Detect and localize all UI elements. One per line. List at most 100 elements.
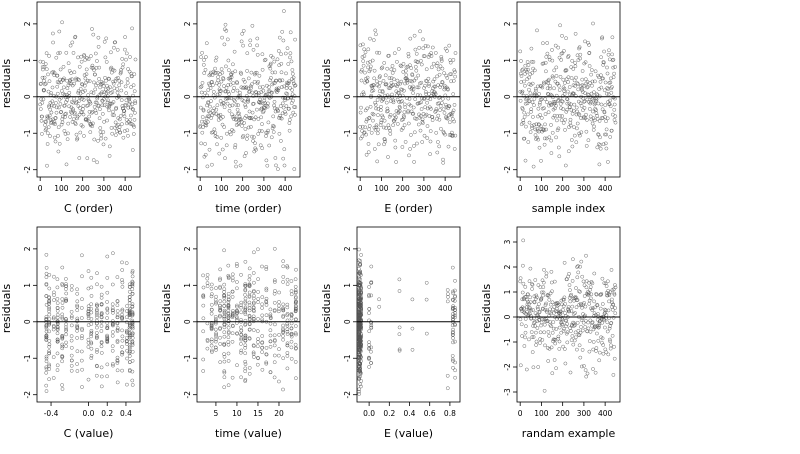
data-point xyxy=(591,340,596,344)
data-point xyxy=(246,99,250,104)
data-point xyxy=(399,79,404,84)
data-point xyxy=(74,132,79,137)
data-point xyxy=(272,291,277,296)
data-point xyxy=(76,90,81,95)
data-point xyxy=(551,115,556,120)
data-point xyxy=(611,75,616,80)
data-point xyxy=(566,149,571,154)
data-point xyxy=(453,74,457,79)
data-point xyxy=(226,83,231,87)
data-point xyxy=(217,151,222,156)
data-point xyxy=(559,298,564,303)
data-point xyxy=(537,310,542,315)
data-point xyxy=(226,383,231,388)
data-point xyxy=(451,340,455,345)
data-point xyxy=(205,346,210,351)
data-point xyxy=(60,301,65,305)
data-point xyxy=(556,334,561,339)
data-point xyxy=(120,317,124,321)
data-point xyxy=(378,123,383,127)
data-point xyxy=(370,58,375,63)
data-point xyxy=(277,115,281,120)
data-point xyxy=(534,330,538,335)
data-point xyxy=(79,336,84,341)
data-point xyxy=(268,328,273,333)
data-point xyxy=(100,112,105,116)
data-point xyxy=(129,113,133,118)
data-point xyxy=(611,373,616,377)
data-point xyxy=(50,85,55,90)
data-point xyxy=(55,73,59,78)
data-point xyxy=(583,325,588,329)
data-point xyxy=(234,261,239,266)
data-point xyxy=(55,306,60,310)
data-point xyxy=(388,132,393,136)
data-point xyxy=(47,300,51,305)
data-point xyxy=(276,88,281,93)
data-point xyxy=(567,309,572,314)
data-point xyxy=(52,94,56,98)
data-point xyxy=(254,90,259,95)
data-point xyxy=(251,343,256,348)
data-point xyxy=(133,99,137,104)
data-point xyxy=(568,370,573,375)
data-point xyxy=(359,105,363,110)
data-point xyxy=(127,100,132,104)
data-point xyxy=(288,86,293,90)
data-point xyxy=(47,344,52,349)
data-point xyxy=(612,292,617,297)
data-point xyxy=(69,323,74,328)
data-point xyxy=(569,309,574,313)
data-point xyxy=(285,264,290,268)
data-point xyxy=(294,307,298,312)
data-point xyxy=(226,315,231,320)
data-point xyxy=(60,383,64,387)
points-group xyxy=(518,238,618,393)
data-point xyxy=(54,105,59,110)
data-point xyxy=(521,67,525,72)
data-point xyxy=(222,287,227,291)
data-point xyxy=(397,325,402,330)
data-point xyxy=(604,146,609,151)
data-point xyxy=(359,286,363,291)
data-point xyxy=(260,52,265,57)
data-point xyxy=(115,129,119,134)
data-point xyxy=(590,83,594,88)
data-point xyxy=(293,301,298,306)
data-point xyxy=(255,107,259,112)
data-point xyxy=(594,99,599,103)
data-point xyxy=(106,76,111,81)
data-point xyxy=(255,36,260,41)
data-point xyxy=(536,306,540,311)
data-point xyxy=(89,334,93,339)
data-point xyxy=(95,350,99,354)
data-point xyxy=(115,380,120,385)
data-point xyxy=(269,135,274,140)
data-point xyxy=(369,326,374,330)
data-point xyxy=(218,278,222,282)
data-point xyxy=(289,332,294,337)
data-point xyxy=(80,326,84,331)
data-point xyxy=(218,308,222,313)
data-point xyxy=(254,147,258,152)
data-point xyxy=(453,339,457,344)
data-point xyxy=(268,78,272,83)
data-point xyxy=(209,130,214,135)
y-tick-label: 1 xyxy=(503,289,512,294)
data-point xyxy=(372,125,377,130)
data-point xyxy=(421,54,426,58)
data-point xyxy=(243,308,248,312)
data-point xyxy=(380,113,384,118)
data-point xyxy=(277,303,281,308)
data-point xyxy=(218,99,223,103)
data-point xyxy=(413,64,418,69)
data-point xyxy=(527,87,531,92)
data-point xyxy=(549,138,554,143)
data-point xyxy=(538,330,543,335)
data-point xyxy=(578,264,582,269)
data-point xyxy=(54,55,59,60)
data-point xyxy=(112,113,116,118)
data-point xyxy=(226,308,231,313)
data-point xyxy=(597,119,602,123)
data-point xyxy=(120,122,124,126)
